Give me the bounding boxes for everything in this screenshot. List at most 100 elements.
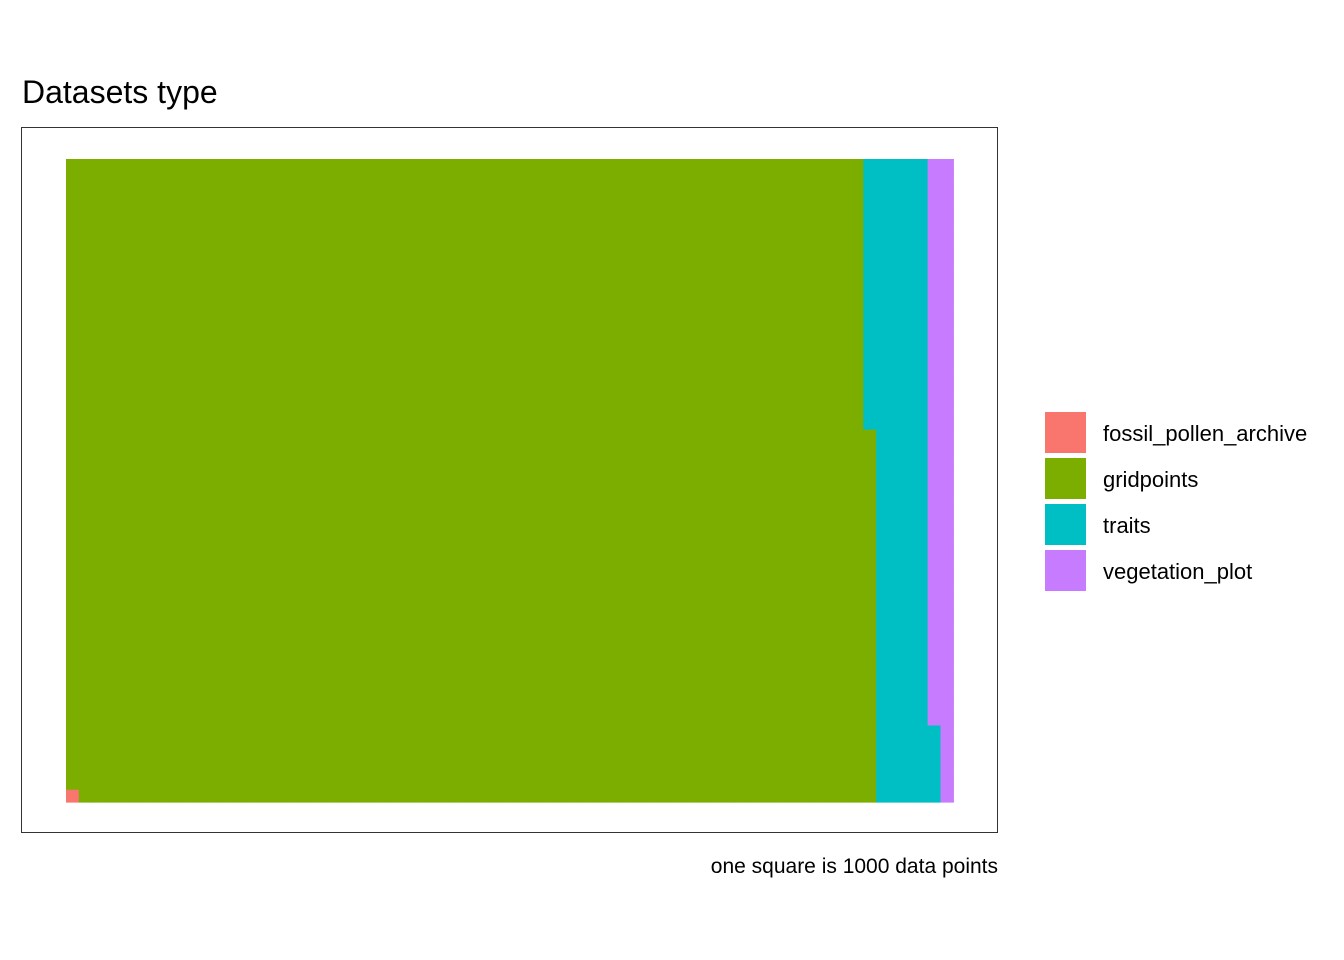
waffle-square-gridpoints bbox=[657, 467, 672, 482]
waffle-square-gridpoints bbox=[348, 480, 363, 494]
waffle-square-gridpoints bbox=[387, 249, 401, 263]
waffle-square-gridpoints bbox=[528, 300, 543, 314]
waffle-square-gridpoints bbox=[631, 634, 646, 649]
waffle-square-gridpoints bbox=[863, 557, 877, 572]
waffle-square-gridpoints bbox=[670, 583, 684, 597]
waffle-square-gridpoints bbox=[374, 364, 389, 379]
waffle-square-gridpoints bbox=[837, 287, 852, 302]
waffle-square-gridpoints bbox=[387, 351, 401, 366]
waffle-square-gridpoints bbox=[670, 750, 684, 765]
waffle-square-traits bbox=[914, 737, 929, 752]
waffle-square-traits bbox=[901, 326, 916, 340]
waffle-square-gridpoints bbox=[606, 686, 620, 700]
waffle-square-gridpoints bbox=[194, 249, 209, 263]
waffle-square-gridpoints bbox=[657, 313, 672, 327]
waffle-square-gridpoints bbox=[361, 210, 376, 224]
waffle-square-gridpoints bbox=[709, 274, 723, 289]
waffle-square-gridpoints bbox=[799, 596, 813, 610]
waffle-square-gridpoints bbox=[683, 429, 697, 443]
waffle-square-gridpoints bbox=[734, 210, 749, 224]
waffle-square-gridpoints bbox=[117, 789, 131, 803]
waffle-square-traits bbox=[914, 544, 929, 559]
waffle-square-gridpoints bbox=[773, 171, 787, 186]
waffle-square-gridpoints bbox=[387, 210, 401, 224]
waffle-square-gridpoints bbox=[799, 416, 813, 430]
waffle-square-gridpoints bbox=[233, 519, 247, 533]
waffle-square-gridpoints bbox=[503, 531, 517, 546]
waffle-square-gridpoints bbox=[387, 660, 401, 674]
waffle-square-gridpoints bbox=[747, 544, 762, 559]
waffle-square-gridpoints bbox=[104, 531, 119, 546]
waffle-square-gridpoints bbox=[837, 776, 852, 790]
waffle-square-gridpoints bbox=[426, 223, 440, 237]
waffle-square-gridpoints bbox=[837, 236, 852, 250]
waffle-square-gridpoints bbox=[284, 210, 299, 224]
waffle-square-gridpoints bbox=[207, 390, 221, 404]
waffle-square-gridpoints bbox=[464, 210, 479, 224]
waffle-square-gridpoints bbox=[336, 261, 350, 276]
waffle-square-gridpoints bbox=[824, 339, 839, 353]
waffle-square-gridpoints bbox=[837, 480, 852, 494]
waffle-square-gridpoints bbox=[66, 171, 80, 186]
waffle-square-gridpoints bbox=[593, 724, 607, 739]
waffle-square-gridpoints bbox=[644, 634, 659, 649]
waffle-square-gridpoints bbox=[426, 467, 440, 482]
waffle-square-gridpoints bbox=[220, 377, 234, 392]
waffle-square-gridpoints bbox=[220, 763, 234, 777]
waffle-square-vegetation-plot bbox=[927, 403, 942, 417]
waffle-square-gridpoints bbox=[426, 261, 440, 276]
waffle-square-gridpoints bbox=[117, 557, 131, 572]
waffle-square-gridpoints bbox=[670, 480, 684, 494]
waffle-square-gridpoints bbox=[811, 441, 826, 456]
waffle-square-gridpoints bbox=[516, 274, 530, 289]
waffle-square-gridpoints bbox=[760, 660, 774, 674]
waffle-square-gridpoints bbox=[580, 326, 594, 340]
waffle-square-gridpoints bbox=[606, 223, 620, 237]
waffle-square-gridpoints bbox=[464, 583, 479, 597]
waffle-square-gridpoints bbox=[194, 763, 209, 777]
waffle-square-gridpoints bbox=[464, 429, 479, 443]
waffle-square-gridpoints bbox=[683, 660, 697, 674]
waffle-square-gridpoints bbox=[850, 390, 864, 404]
waffle-square-gridpoints bbox=[747, 416, 762, 430]
waffle-square-vegetation-plot bbox=[940, 531, 954, 546]
waffle-square-gridpoints bbox=[310, 596, 324, 610]
waffle-square-gridpoints bbox=[580, 249, 594, 263]
waffle-square-gridpoints bbox=[400, 570, 414, 584]
waffle-square-gridpoints bbox=[78, 634, 93, 649]
waffle-square-gridpoints bbox=[837, 390, 852, 404]
waffle-square-gridpoints bbox=[181, 699, 196, 713]
waffle-square-gridpoints bbox=[644, 763, 659, 777]
waffle-square-gridpoints bbox=[91, 570, 106, 584]
waffle-square-gridpoints bbox=[631, 467, 646, 482]
waffle-square-gridpoints bbox=[438, 724, 453, 739]
waffle-square-gridpoints bbox=[104, 699, 119, 713]
waffle-square-gridpoints bbox=[400, 351, 414, 366]
waffle-square-gridpoints bbox=[644, 673, 659, 687]
waffle-square-gridpoints bbox=[130, 274, 144, 289]
waffle-square-gridpoints bbox=[297, 699, 311, 713]
waffle-square-gridpoints bbox=[348, 570, 363, 584]
waffle-square-gridpoints bbox=[156, 737, 170, 752]
waffle-square-gridpoints bbox=[657, 210, 672, 224]
waffle-square-gridpoints bbox=[168, 519, 183, 533]
waffle-square-gridpoints bbox=[824, 236, 839, 250]
waffle-square-gridpoints bbox=[156, 377, 170, 392]
waffle-square-gridpoints bbox=[631, 776, 646, 790]
waffle-square-gridpoints bbox=[580, 506, 594, 520]
waffle-square-gridpoints bbox=[477, 763, 491, 777]
waffle-square-gridpoints bbox=[593, 390, 607, 404]
waffle-square-gridpoints bbox=[760, 519, 774, 533]
waffle-square-gridpoints bbox=[168, 429, 183, 443]
waffle-square-gridpoints bbox=[606, 673, 620, 687]
waffle-square-gridpoints bbox=[156, 171, 170, 186]
waffle-square-gridpoints bbox=[143, 429, 157, 443]
waffle-square-gridpoints bbox=[516, 210, 530, 224]
waffle-square-gridpoints bbox=[78, 236, 93, 250]
waffle-square-gridpoints bbox=[117, 531, 131, 546]
waffle-square-gridpoints bbox=[130, 454, 144, 469]
waffle-square-gridpoints bbox=[554, 236, 569, 250]
waffle-square-gridpoints bbox=[554, 171, 569, 186]
waffle-square-gridpoints bbox=[387, 364, 401, 379]
waffle-square-gridpoints bbox=[130, 621, 144, 636]
